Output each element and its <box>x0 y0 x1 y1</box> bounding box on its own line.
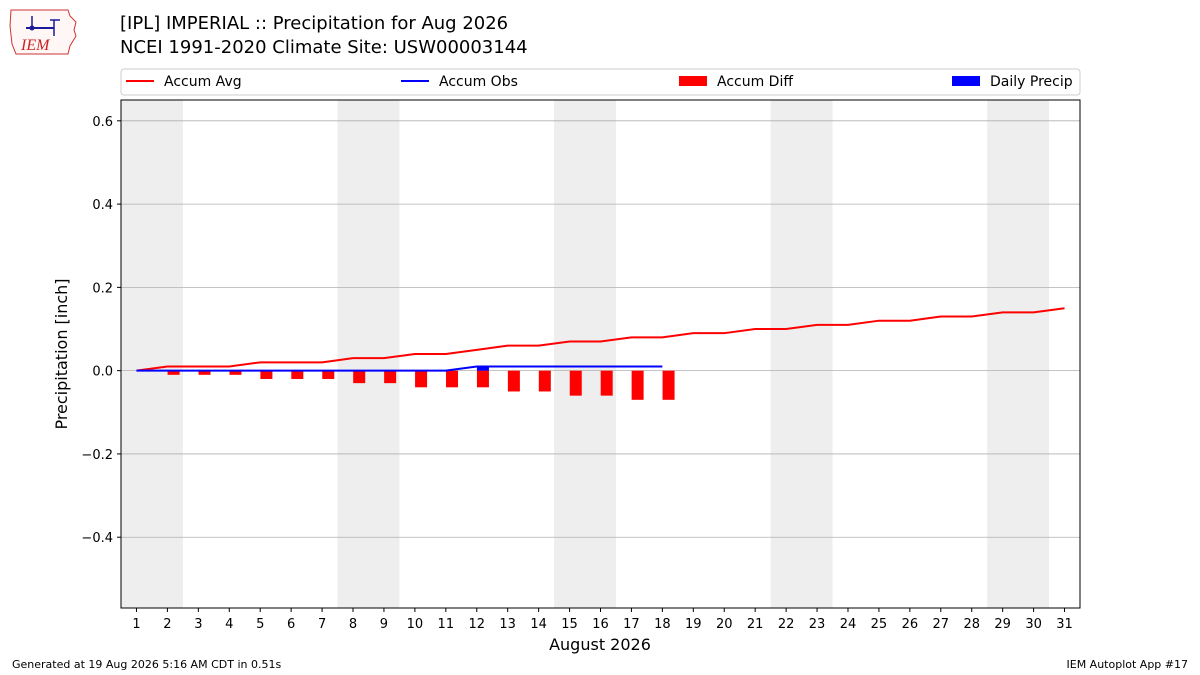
x-tick-label: 10 <box>407 617 424 632</box>
x-tick-label: 13 <box>499 617 516 632</box>
x-tick-label: 29 <box>994 617 1011 632</box>
accum-avg-line <box>136 307 1065 372</box>
diff-bar <box>229 370 242 375</box>
x-tick-label: 9 <box>380 617 388 632</box>
diff-bar <box>415 370 428 388</box>
x-axis-label: August 2026 <box>549 635 651 654</box>
legend-label: Accum Obs <box>439 74 518 90</box>
x-tick-label: 15 <box>561 617 578 632</box>
accum-obs-line <box>136 365 663 372</box>
diff-bar <box>322 370 335 379</box>
weekend-band <box>770 100 833 608</box>
x-tick-label: 21 <box>747 617 764 632</box>
x-tick-label: 1 <box>132 617 140 632</box>
x-tick-label: 30 <box>1025 617 1042 632</box>
x-tick-label: 14 <box>530 617 547 632</box>
x-tick-label: 16 <box>592 617 609 632</box>
x-tick-label: 25 <box>871 617 888 632</box>
diff-bar <box>167 370 180 375</box>
weekend-band <box>337 100 400 608</box>
daily-precip-bar <box>476 366 489 371</box>
legend-swatch <box>952 76 980 86</box>
y-tick-label: 0.2 <box>92 281 113 296</box>
y-tick-label: 0.4 <box>92 198 113 213</box>
diff-bar <box>631 370 644 400</box>
weekend-band <box>121 100 183 608</box>
x-axis-ticks: 1 2 3 4 5 6 7 8 9 10 11 12 13 14 15 16 17 18 19 20 21 22 23 24 2… <box>132 608 1073 632</box>
chart-subtitle: NCEI 1991-2020 Climate Site: USW00003144 <box>120 37 528 58</box>
lines-layer <box>136 307 1065 372</box>
y-tick-label: 0.0 <box>92 365 113 380</box>
diff-bar <box>600 370 613 396</box>
x-tick-label: 24 <box>840 617 857 632</box>
x-tick-label: 11 <box>438 617 455 632</box>
y-tick-label: −0.4 <box>81 531 113 546</box>
chart-title: [IPL] IMPERIAL :: Precipitation for Aug … <box>120 13 509 34</box>
y-tick-label: 0.6 <box>92 115 113 130</box>
legend-label: Accum Diff <box>717 74 793 90</box>
legend-label: Daily Precip <box>990 74 1073 90</box>
x-tick-label: 23 <box>809 617 826 632</box>
diff-bar <box>198 370 211 375</box>
iem-logo: IEM <box>8 6 80 58</box>
x-tick-label: 26 <box>902 617 919 632</box>
diff-bar <box>353 370 366 384</box>
weekend-band <box>987 100 1050 608</box>
x-tick-label: 18 <box>654 617 671 632</box>
app-footer: IEM Autoplot App #17 <box>1066 658 1189 671</box>
legend-swatch <box>679 76 707 86</box>
diff-bar <box>507 370 520 392</box>
x-tick-label: 4 <box>225 617 233 632</box>
diff-bar <box>476 370 489 388</box>
y-axis-label: Precipitation [inch] <box>52 278 71 429</box>
weekend-bands <box>121 100 1050 608</box>
x-tick-label: 31 <box>1056 617 1073 632</box>
x-tick-label: 17 <box>623 617 640 632</box>
diff-bar <box>538 370 551 392</box>
y-tick-label: −0.2 <box>81 448 113 463</box>
x-tick-label: 7 <box>318 617 326 632</box>
x-tick-label: 5 <box>256 617 264 632</box>
x-tick-label: 27 <box>933 617 950 632</box>
x-tick-label: 12 <box>468 617 485 632</box>
x-tick-label: 20 <box>716 617 733 632</box>
generated-footer: Generated at 19 Aug 2026 5:16 AM CDT in … <box>12 658 282 671</box>
x-tick-label: 28 <box>963 617 980 632</box>
x-tick-label: 3 <box>194 617 202 632</box>
x-tick-label: 2 <box>163 617 171 632</box>
x-tick-label: 22 <box>778 617 795 632</box>
legend-box <box>120 68 1081 96</box>
x-tick-label: 6 <box>287 617 295 632</box>
diff-bar <box>384 370 397 384</box>
y-axis-ticks: −0.4 −0.2 0.0 0.2 0.4 0.6 <box>81 115 121 546</box>
weekend-band <box>554 100 616 608</box>
diff-bar <box>446 370 459 388</box>
diff-bar <box>662 370 675 400</box>
x-tick-label: 8 <box>349 617 357 632</box>
x-tick-label: 19 <box>685 617 702 632</box>
iowa-outline <box>9 9 77 55</box>
legend-label: Accum Avg <box>164 74 242 90</box>
diff-bar <box>569 370 582 396</box>
legend: Accum Avg Accum Obs Accum Diff Daily Precip <box>120 68 1081 96</box>
logo-text: IEM <box>20 37 51 54</box>
diff-bar <box>260 370 273 379</box>
diff-bar <box>291 370 304 379</box>
bars-layer <box>167 366 675 400</box>
